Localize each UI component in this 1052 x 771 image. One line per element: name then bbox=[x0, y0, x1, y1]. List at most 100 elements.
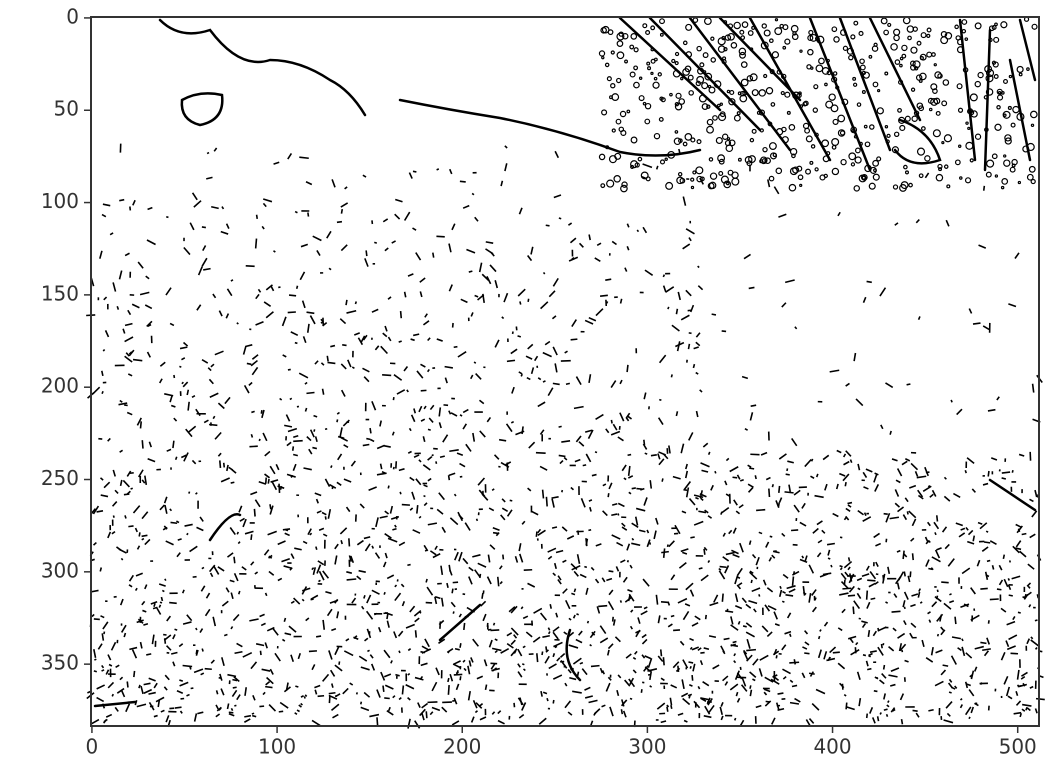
edge-speck bbox=[737, 157, 742, 162]
edge-speck bbox=[880, 17, 888, 25]
edge-speck bbox=[858, 30, 864, 37]
edge-speck bbox=[380, 671, 386, 681]
edge-speck bbox=[910, 603, 916, 608]
edge-speck bbox=[631, 537, 635, 541]
edge-speck bbox=[687, 693, 693, 697]
edge-speck bbox=[262, 432, 268, 442]
edge-speck bbox=[729, 683, 739, 691]
edge-speck bbox=[911, 593, 919, 597]
edge-speck bbox=[478, 262, 483, 273]
edge-speck bbox=[947, 682, 954, 689]
edge-speck bbox=[92, 505, 100, 515]
edge-speck bbox=[1031, 383, 1035, 393]
edge-speck bbox=[1035, 697, 1045, 701]
edge-speck bbox=[888, 674, 898, 678]
edge-speck bbox=[815, 473, 819, 478]
edge-speck bbox=[1012, 545, 1020, 554]
edge-speck bbox=[644, 118, 651, 125]
edge-speck bbox=[830, 564, 833, 568]
edge-speck bbox=[484, 684, 488, 691]
edge-speck bbox=[244, 530, 254, 535]
edge-speck bbox=[562, 588, 568, 594]
edge-speck bbox=[159, 504, 166, 511]
edge-speck bbox=[865, 468, 873, 473]
edge-speck bbox=[236, 322, 239, 325]
edge-speck bbox=[632, 656, 637, 660]
edge-speck bbox=[719, 706, 723, 716]
edge-speck bbox=[739, 51, 746, 59]
edge-speck bbox=[153, 714, 158, 718]
edge-speck bbox=[1026, 582, 1032, 587]
edge-speck bbox=[1008, 634, 1018, 641]
edge-speck bbox=[739, 29, 745, 35]
edge-speck bbox=[100, 615, 105, 619]
edge-speck bbox=[874, 484, 880, 492]
edge-speck bbox=[985, 171, 992, 178]
edge-speck bbox=[615, 118, 622, 125]
edge-speck bbox=[548, 663, 557, 670]
edge-speck bbox=[436, 338, 443, 342]
edge-speck bbox=[877, 627, 880, 632]
edge-speck bbox=[447, 685, 450, 695]
edge-speck bbox=[624, 267, 628, 272]
edge-speck bbox=[417, 702, 421, 708]
edge-speck bbox=[671, 58, 676, 64]
edge-speck bbox=[896, 468, 903, 477]
edge-speck bbox=[116, 305, 120, 310]
edge-speck bbox=[682, 141, 688, 147]
edge-speck bbox=[749, 47, 754, 52]
edge-speck bbox=[527, 298, 530, 302]
edge-speck bbox=[885, 713, 889, 717]
edge-speck bbox=[414, 617, 420, 623]
edge-speck bbox=[107, 531, 112, 539]
edge-speck bbox=[250, 491, 258, 496]
edge-speck bbox=[876, 156, 882, 162]
edge-speck bbox=[793, 489, 801, 496]
edge-speck bbox=[331, 628, 337, 632]
edge-speck bbox=[441, 706, 448, 713]
edge-speck bbox=[916, 40, 922, 46]
edge-speck bbox=[823, 621, 829, 627]
edge-speck bbox=[884, 71, 889, 76]
edge-speck bbox=[906, 511, 909, 515]
edge-speck bbox=[438, 407, 442, 417]
edge-speck bbox=[160, 709, 165, 713]
edge-speck bbox=[784, 279, 795, 284]
edge-speck bbox=[104, 330, 110, 338]
edge-stroke bbox=[158, 18, 367, 117]
edge-speck bbox=[468, 566, 474, 572]
edge-speck bbox=[1016, 669, 1020, 680]
edge-speck bbox=[940, 669, 947, 676]
edge-speck bbox=[765, 87, 774, 95]
edge-speck bbox=[452, 611, 455, 614]
edge-speck bbox=[259, 650, 262, 656]
edge-speck bbox=[894, 502, 901, 508]
edge-speck bbox=[847, 594, 856, 597]
edge-speck bbox=[704, 72, 713, 81]
edge-speck bbox=[774, 623, 780, 627]
edge-speck bbox=[1031, 510, 1038, 518]
edge-speck bbox=[735, 510, 741, 515]
edge-speck bbox=[941, 100, 948, 107]
edge-speck bbox=[579, 661, 584, 665]
edge-speck bbox=[689, 304, 695, 313]
edge-speck bbox=[879, 287, 887, 297]
edge-speck bbox=[564, 700, 572, 709]
edge-speck bbox=[831, 167, 840, 176]
edge-speck bbox=[330, 465, 333, 469]
edge-speck bbox=[948, 691, 952, 694]
edge-speck bbox=[1002, 110, 1011, 119]
edge-speck bbox=[588, 499, 593, 502]
edge-speck bbox=[553, 194, 562, 199]
edge-speck bbox=[759, 128, 764, 133]
edge-speck bbox=[418, 405, 423, 413]
edge-speck bbox=[974, 645, 984, 650]
edge-speck bbox=[704, 705, 711, 715]
edge-speck bbox=[557, 579, 562, 585]
edge-speck bbox=[283, 617, 287, 622]
edge-speck bbox=[238, 505, 243, 513]
edge-speck bbox=[606, 179, 615, 188]
edge-speck bbox=[910, 87, 916, 92]
edge-speck bbox=[842, 453, 847, 458]
edge-speck bbox=[933, 63, 937, 67]
